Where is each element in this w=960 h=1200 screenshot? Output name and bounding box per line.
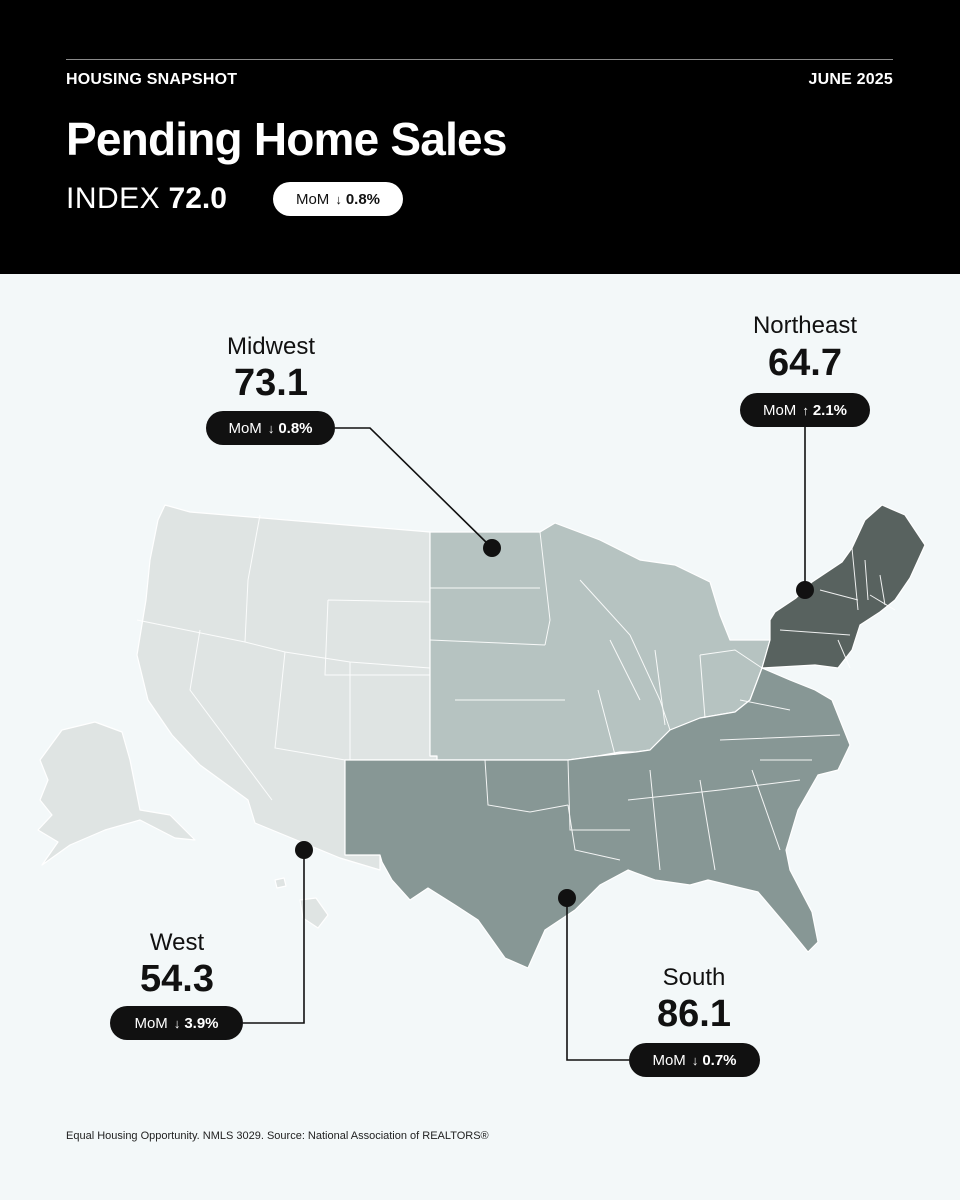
west-label: West — [149, 929, 205, 956]
south-label: South — [662, 964, 726, 991]
midwest-marker — [483, 539, 501, 557]
hawaii-island-small — [274, 877, 287, 889]
header-divider — [66, 59, 893, 60]
mom-value: 0.7% — [702, 1051, 737, 1069]
arrow-down-icon: ↓ — [173, 1015, 181, 1031]
northeast-marker — [796, 581, 814, 599]
south-leader-line — [566, 898, 629, 1061]
arrow-down-icon: ↓ — [335, 191, 342, 207]
south-mom-badge: MoM ↓ 0.7% — [629, 1043, 760, 1077]
arrow-up-icon: ↑ — [802, 402, 809, 418]
mom-value: 0.8% — [345, 190, 381, 208]
midwest-leader-line — [335, 427, 493, 549]
index-label: INDEX — [66, 182, 161, 215]
west-value: 54.3 — [140, 958, 214, 1000]
northeast-region-shape — [761, 504, 926, 669]
mom-label: MoM — [762, 401, 797, 419]
west-leader-line — [243, 850, 305, 1024]
mom-value: 2.1% — [812, 401, 848, 419]
mom-value: 0.8% — [278, 419, 313, 437]
index-value: 72.0 — [168, 182, 227, 215]
us-region-map — [37, 426, 926, 1061]
northeast-label: Northeast — [752, 312, 858, 339]
arrow-down-icon: ↓ — [267, 420, 275, 436]
national-mom-badge: MoM ↓ 0.8% — [273, 182, 403, 216]
hawaii-shape — [299, 897, 329, 929]
page-title: Pending Home Sales — [66, 113, 507, 165]
section-eyebrow: HOUSING SNAPSHOT — [66, 71, 238, 88]
mom-label: MoM — [652, 1051, 686, 1069]
mom-label: MoM — [295, 190, 330, 208]
index-readout: INDEX 72.0 — [66, 182, 227, 216]
west-marker — [295, 841, 313, 859]
midwest-label: Midwest — [226, 333, 316, 360]
disclaimer-footer: Equal Housing Opportunity. NMLS 3029. So… — [66, 1130, 489, 1142]
mom-label: MoM — [134, 1014, 168, 1032]
alaska-shape — [37, 721, 196, 866]
south-region-shape — [344, 667, 851, 969]
arrow-down-icon: ↓ — [691, 1052, 699, 1068]
south-marker — [558, 889, 576, 907]
northeast-mom-badge: MoM ↑ 2.1% — [740, 393, 870, 427]
mom-label: MoM — [228, 419, 262, 437]
west-mom-badge: MoM ↓ 3.9% — [110, 1006, 243, 1040]
state-borders — [136, 514, 896, 871]
south-value: 86.1 — [657, 993, 731, 1035]
header-banner: HOUSING SNAPSHOT JUNE 2025 Pending Home … — [0, 0, 960, 274]
midwest-mom-badge: MoM ↓ 0.8% — [206, 411, 335, 445]
midwest-value: 73.1 — [234, 362, 308, 404]
report-date: JUNE 2025 — [808, 71, 893, 88]
mom-value: 3.9% — [184, 1014, 219, 1032]
northeast-value: 64.7 — [768, 342, 842, 384]
